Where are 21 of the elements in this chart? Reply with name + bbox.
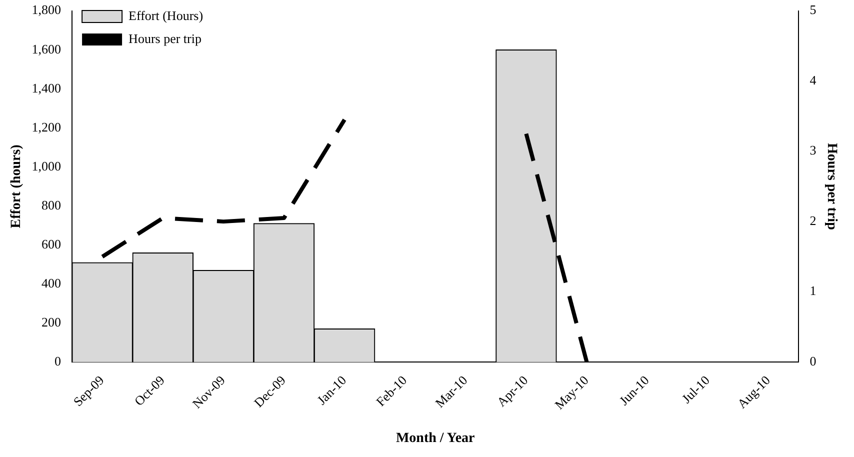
y-tick-label: 800 <box>42 197 62 212</box>
y-tick-label: 0 <box>54 353 62 368</box>
y-tick-label: 1,000 <box>32 158 62 174</box>
y-tick-label: 1,600 <box>32 41 62 56</box>
y-tick-label: 600 <box>42 236 62 252</box>
legend-label: Effort (Hours) <box>128 8 204 23</box>
y-tick-label: 200 <box>42 314 62 330</box>
y2-axis-title: Hours per trip <box>824 143 839 230</box>
y-tick-label: 1,200 <box>32 119 62 134</box>
y-tick-label: 1,800 <box>32 2 62 18</box>
x-axis-title: Month / Year <box>396 431 475 446</box>
y2-tick-label: 5 <box>810 2 816 18</box>
y2-tick-label: 2 <box>810 212 816 228</box>
y2-tick-label: 0 <box>810 353 816 368</box>
y2-tick-label: 4 <box>810 72 817 88</box>
legend-label: Hours per trip <box>128 30 202 46</box>
y2-tick-label: 1 <box>810 283 816 298</box>
y-axis-title: Effort (hours) <box>9 144 24 228</box>
y2-tick-label: 3 <box>810 142 816 158</box>
y-tick-label: 400 <box>42 275 62 290</box>
y-tick-label: 1,400 <box>32 80 62 96</box>
